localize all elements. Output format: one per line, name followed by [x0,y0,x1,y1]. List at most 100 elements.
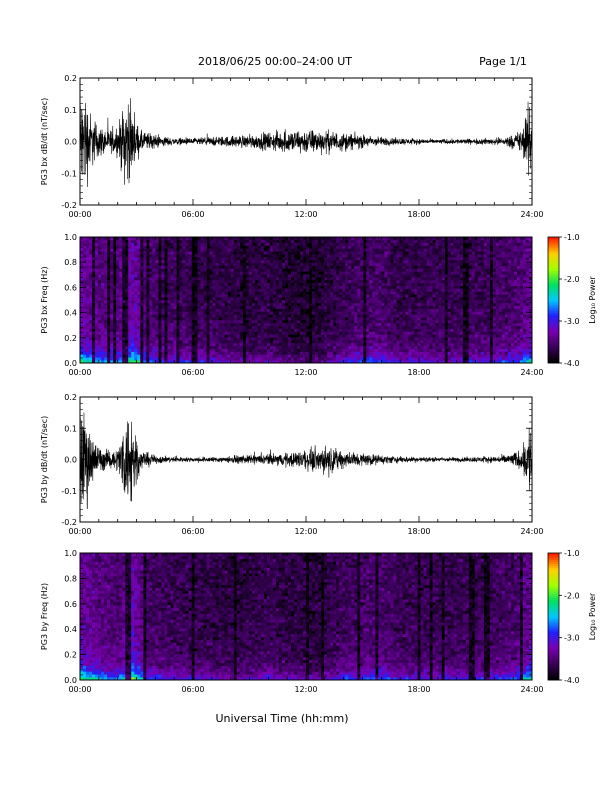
spectrogram-cell [345,314,349,318]
spectrogram-cell [134,242,138,246]
spectrogram-cell [339,345,343,349]
spectrogram-cell [185,237,189,241]
spectrogram-cell [384,337,388,341]
spectrogram-cell [137,248,141,252]
spectrogram-cell [116,354,120,358]
spectrogram-cell [110,239,114,244]
spectrogram-cell [131,340,135,344]
spectrogram-cell [420,305,424,309]
spectrogram-cell [131,328,135,332]
spectrogram-cell [203,360,207,363]
spectrogram-cell [396,322,400,327]
spectrogram-cell [348,242,352,246]
spectrogram-cell [239,271,244,275]
spectrogram-cell [155,297,159,301]
spectrogram-cell [134,340,138,344]
spectrogram-cell [185,271,189,275]
spectrogram-cell [203,251,207,255]
spectrogram-cell [357,237,361,241]
spectrogram-cell [179,294,183,298]
spectrogram-cell [423,311,427,315]
spectrogram-cell [390,271,394,275]
spectrogram-cell [233,274,237,278]
spectrogram-cell [306,239,310,244]
spectrogram-cell [119,337,123,341]
spectrogram-cell [339,239,343,244]
spectrogram-cell [414,311,418,315]
spectrogram-cell [381,271,385,275]
spectrogram-cell [113,314,117,318]
spectrogram-cell [399,248,403,252]
spectrogram-cell [306,337,310,341]
spectrogram-cell [399,254,403,258]
spectrogram-cell [83,262,87,266]
spectrogram-cell [296,274,301,278]
spectrogram-cell [366,239,370,244]
spectrogram-cell [357,288,361,292]
spectrogram-cell [209,282,213,286]
spectrogram-cell [128,314,132,318]
spectrogram-cell [426,328,430,332]
spectrogram-cell [182,337,186,341]
spectrogram-cell [260,311,265,315]
spectrogram-cell [158,328,162,332]
spectrogram-cell [372,271,376,275]
spectrogram-cell [393,311,397,315]
spectrogram-cell [104,308,108,312]
spectrogram-cell [80,331,84,335]
spectrogram-cell [158,265,162,269]
spectrogram-cell [312,245,316,249]
spectrogram-cell [212,360,216,363]
spectrogram-cell [146,340,150,344]
spectrogram-cell [281,342,286,347]
spectrogram-cell [200,237,204,241]
spectrogram-cell [179,268,183,272]
spectrogram-cell [272,300,277,304]
spectrogram-cell [435,245,439,249]
spectrogram-cell [95,317,99,321]
spectrogram-cell [251,279,256,284]
spectrogram-cell [278,242,283,246]
spectrogram-cell [272,322,277,327]
spectrogram-cell [170,274,174,278]
spectrogram-cell [221,328,225,332]
spectrogram-cell [441,320,445,324]
spectrogram-cell [293,314,298,318]
spectrogram-cell [278,262,283,266]
spectrogram-cell [125,259,129,264]
spectrogram-cell [104,257,108,261]
spectrogram-cell [369,342,373,347]
spectrogram-cell [402,251,406,255]
spectrogram-cell [122,340,126,344]
spectrogram-cell [275,320,280,324]
spectrogram-cell [254,342,259,347]
spectrogram-cell [408,279,412,284]
spectrogram-cell [351,288,355,292]
spectrogram-cell [152,308,156,312]
spectrogram-cell [164,277,168,281]
spectrogram-cell [357,285,361,289]
spectrogram-cell [414,245,418,249]
spectrogram-cell [128,308,132,312]
spectrogram-cell [152,277,156,281]
spectrogram-cell [399,308,403,312]
spectrogram-cell [98,342,102,347]
spectrogram-cell [188,320,192,324]
spectrogram-cell [239,334,244,338]
spectrogram-cell [278,305,283,309]
spectrogram-cell [348,271,352,275]
spectrogram-cell [86,360,90,363]
spectrogram-cell [351,334,355,338]
spectrogram-cell [95,242,99,246]
spectrogram-cell [393,351,397,355]
spectrogram-cell [369,300,373,304]
spectrogram-cell [408,337,412,341]
spectrogram-cell [170,351,174,355]
spectrogram-cell [116,320,120,324]
spectrogram-cell [278,265,283,269]
spectrogram-cell [408,302,412,307]
spectrogram-cell [263,268,268,272]
spectrogram-cell [266,305,271,309]
spectrogram-cell [396,320,400,324]
spectrogram-cell [381,248,385,252]
